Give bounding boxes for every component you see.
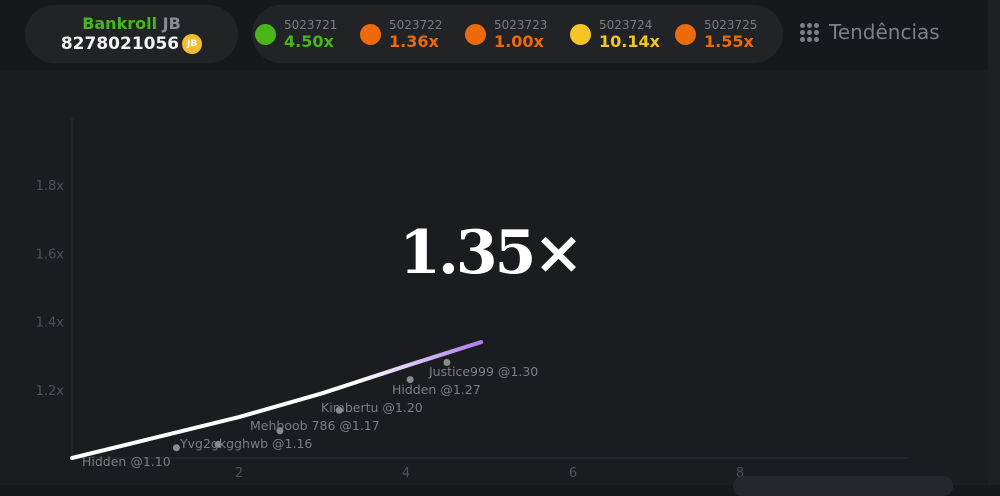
status-dot-icon	[255, 23, 276, 45]
status-dot-icon	[675, 23, 696, 45]
history-item[interactable]: 5023721 4.50x	[255, 18, 360, 51]
y-tick-label: 1.2x	[36, 384, 65, 399]
status-dot-icon	[465, 23, 486, 45]
round-multiplier: 1.00x	[494, 31, 544, 51]
scrollbar[interactable]	[988, 0, 1000, 485]
status-dot-icon	[570, 23, 591, 45]
cashout-point	[172, 444, 180, 452]
cashout-label: Kimbertu @1.20	[321, 400, 423, 415]
y-tick-label: 1.4x	[36, 316, 65, 331]
round-id: 5023723	[494, 17, 548, 32]
trends-button[interactable]: Tendências	[800, 20, 940, 44]
bankroll-label: Bankroll	[82, 14, 158, 33]
cashout-label: Hidden @1.27	[392, 382, 481, 397]
cashout-point	[276, 427, 284, 435]
cashout-point	[443, 359, 451, 367]
x-tick-label: 2	[235, 466, 243, 481]
history-item[interactable]: 5023722 1.36x	[360, 18, 465, 51]
bottom-card	[733, 476, 953, 496]
round-id: 5023722	[389, 17, 443, 32]
trends-label: Tendências	[829, 20, 940, 44]
dots-grid-icon	[800, 22, 819, 42]
y-tick-label: 1.6x	[36, 247, 65, 262]
cashout-label: Yvg2gkgghwb @1.16	[179, 436, 312, 451]
round-id: 5023721	[284, 17, 338, 32]
round-multiplier: 1.55x	[704, 31, 754, 51]
x-tick-label: 4	[402, 466, 410, 481]
multiplier-curve	[70, 340, 484, 460]
bankroll-currency: JB	[162, 14, 181, 33]
cashout-point	[335, 406, 343, 414]
history-item[interactable]: 5023724 10.14x	[570, 18, 675, 51]
round-history: 5023721 4.50x 5023722 1.36x 5023723 1.00x 5023…	[252, 5, 783, 63]
multiplier-chart: 1.2x 1.4x 1.6x 1.8x 2 4 6 8 Justice999 @1.30 Hidd…	[36, 118, 908, 481]
round-multiplier: 1.36x	[389, 31, 439, 51]
status-dot-icon	[360, 23, 381, 45]
y-tick-label: 1.8x	[36, 179, 65, 194]
round-id: 5023725	[704, 17, 758, 32]
bankroll-value: 8278021056	[60, 34, 180, 54]
x-tick-label: 8	[736, 466, 744, 481]
coin-icon: JB	[182, 34, 203, 54]
round-id: 5023724	[599, 17, 653, 32]
bankroll-card: Bankroll JB 8278021056 JB	[25, 5, 238, 63]
game-panel	[0, 70, 988, 485]
cashout-point	[214, 440, 222, 448]
cashout-label: Hidden @1.10	[82, 454, 171, 469]
round-multiplier: 10.14x	[599, 31, 660, 51]
cashout-label: Mehboob 786 @1.17	[250, 418, 380, 433]
current-multiplier: 1.35×	[399, 218, 583, 288]
x-tick-label: 6	[569, 466, 577, 481]
history-item[interactable]: 5023725 1.55x	[675, 18, 780, 51]
cashout-label: Justice999 @1.30	[428, 364, 538, 379]
history-item[interactable]: 5023723 1.00x	[465, 18, 570, 51]
round-multiplier: 4.50x	[284, 31, 334, 51]
cashout-point	[406, 376, 414, 384]
